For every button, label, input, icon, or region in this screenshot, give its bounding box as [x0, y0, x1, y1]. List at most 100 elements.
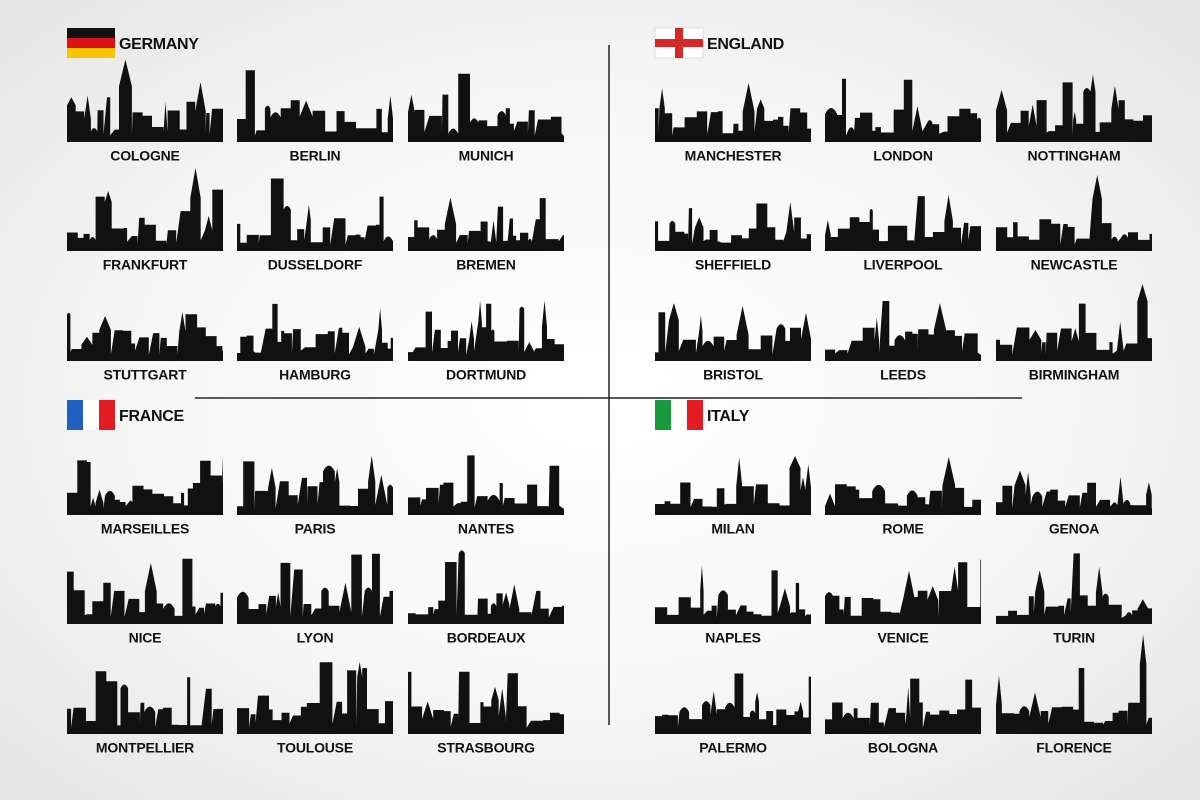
city-name: NOTTINGHAM [1028, 148, 1121, 164]
flag-stripe [67, 48, 115, 58]
skyline [655, 83, 811, 142]
city-name: TURIN [1053, 630, 1095, 646]
skyline [655, 302, 811, 361]
skyline [996, 175, 1152, 251]
skyline [237, 70, 393, 142]
skyline [825, 78, 981, 142]
city-name: NANTES [458, 521, 514, 537]
flag [67, 400, 115, 430]
skyline [996, 553, 1152, 624]
flag-cross [655, 39, 703, 47]
flag [654, 27, 704, 59]
skyline [408, 197, 564, 251]
country-section: ITALY MILAN ROME GENOA NAPLES VENICE TURIN PALE… [655, 400, 1152, 756]
flag-stripe [67, 400, 83, 430]
skyline [408, 550, 564, 624]
city-name: NEWCASTLE [1031, 257, 1118, 273]
skyline [237, 303, 393, 361]
city-tile: FRANKFURT [67, 168, 223, 273]
city-name: NAPLES [705, 630, 761, 646]
flag-stripe [671, 400, 687, 430]
city-name: GENOA [1049, 521, 1099, 537]
city-tile: NAPLES [655, 565, 811, 646]
city-tile: LIVERPOOL [825, 194, 981, 273]
city-tile: NICE [67, 558, 223, 646]
city-tile: VENICE [825, 559, 981, 646]
city-tile: STUTTGART [67, 312, 223, 383]
city-tile: PARIS [237, 455, 393, 537]
city-tile: BRISTOL [655, 302, 811, 383]
city-name: MARSEILLES [101, 521, 189, 537]
country-section: FRANCE MARSEILLES PARIS NANTES NICE LYON BORDE… [67, 400, 564, 756]
flag-stripe [83, 400, 99, 430]
city-name: BIRMINGHAM [1029, 367, 1120, 383]
city-name: PARIS [295, 521, 336, 537]
skyline [237, 553, 393, 624]
city-name: MONTPELLIER [96, 740, 194, 756]
city-tile: MARSEILLES [67, 455, 223, 537]
skyline [996, 284, 1152, 361]
city-tile: NANTES [408, 455, 564, 537]
city-name: MUNICH [459, 148, 514, 164]
skyline [67, 59, 223, 142]
city-name: BRISTOL [703, 367, 763, 383]
skyline [825, 559, 981, 624]
skyline [996, 634, 1152, 734]
skyline [655, 673, 811, 734]
country-title: GERMANY [119, 36, 199, 53]
city-name: COLOGNE [110, 148, 179, 164]
skyline [237, 661, 393, 734]
city-tile: SHEFFIELD [655, 202, 811, 273]
city-name: VENICE [878, 630, 929, 646]
skyline [825, 678, 981, 734]
city-tile: FLORENCE [996, 634, 1152, 756]
city-tile: BERLIN [237, 70, 393, 164]
skyline [408, 73, 564, 142]
city-tile: DORTMUND [408, 300, 564, 383]
skyline [67, 312, 223, 361]
flag-stripe [687, 400, 703, 430]
city-name: ROME [882, 521, 923, 537]
city-tile: GENOA [996, 470, 1152, 537]
skyline [825, 194, 981, 251]
city-name: BREMEN [456, 257, 516, 273]
skyline [825, 457, 981, 515]
flag [67, 28, 115, 58]
city-tile: BREMEN [408, 197, 564, 273]
flag-stripe [655, 400, 671, 430]
city-tile: NEWCASTLE [996, 175, 1152, 273]
city-name: STRASBOURG [437, 740, 535, 756]
skyline [655, 456, 811, 515]
city-tile: STRASBOURG [408, 671, 564, 756]
skyline [67, 168, 223, 251]
skyline [825, 301, 981, 361]
city-name: TOULOUSE [277, 740, 353, 756]
country-title: ITALY [707, 408, 750, 425]
city-tile: HAMBURG [237, 303, 393, 383]
city-name: DORTMUND [446, 367, 526, 383]
flag [655, 400, 703, 430]
city-name: NICE [129, 630, 162, 646]
city-name: PALERMO [699, 740, 767, 756]
skyline [996, 470, 1152, 515]
skyline [408, 300, 564, 361]
city-tile: COLOGNE [67, 59, 223, 164]
skyline [237, 455, 393, 515]
city-name: LYON [297, 630, 334, 646]
country-title: ENGLAND [707, 36, 784, 53]
city-name: LONDON [873, 148, 933, 164]
city-tile: BOLOGNA [825, 678, 981, 756]
city-name: MANCHESTER [685, 148, 782, 164]
city-tile: ROME [825, 457, 981, 537]
city-tile: PALERMO [655, 673, 811, 756]
city-name: BERLIN [290, 148, 341, 164]
skyline [408, 455, 564, 515]
city-tile: TOULOUSE [237, 661, 393, 756]
city-name: HAMBURG [279, 367, 351, 383]
city-name: MILAN [711, 521, 754, 537]
city-tile: DUSSELDORF [237, 178, 393, 273]
city-tile: NOTTINGHAM [996, 74, 1152, 164]
skyline [67, 455, 223, 515]
city-name: BOLOGNA [868, 740, 938, 756]
